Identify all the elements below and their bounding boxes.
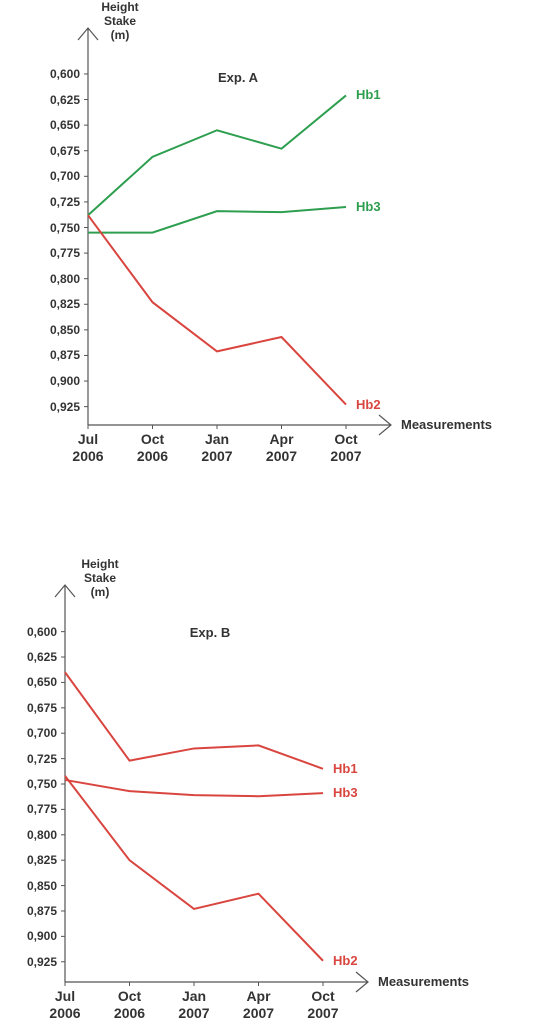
y-tick-label: 0,725 xyxy=(49,194,80,209)
x-tick-label: Jan 2007 xyxy=(178,988,210,1021)
series-label: Hb1 xyxy=(356,87,381,103)
series-line xyxy=(64,671,324,770)
y-tick-label: 0,925 xyxy=(49,399,80,414)
y-tick-label: 0,750 xyxy=(49,220,80,235)
x-tick-label: Jan 2007 xyxy=(201,431,233,464)
series-label: Hb3 xyxy=(333,785,358,801)
y-tick-label: 0,775 xyxy=(26,802,57,817)
y-tick-label: 0,725 xyxy=(26,751,57,766)
series-line xyxy=(64,775,324,962)
y-tick-label: 0,850 xyxy=(49,322,80,337)
y-tick-label: 0,675 xyxy=(49,143,80,158)
y-tick-label: 0,800 xyxy=(26,827,57,842)
series-label: Hb2 xyxy=(356,396,381,412)
y-axis-label: Height Stake (m) xyxy=(101,0,139,42)
y-tick-label: 0,800 xyxy=(49,271,80,286)
y-tick-label: 0,925 xyxy=(26,954,57,969)
y-tick-label: 0,775 xyxy=(49,246,80,261)
y-tick-label: 0,825 xyxy=(26,853,57,868)
x-tick-label: Apr 2007 xyxy=(265,431,298,464)
y-axis xyxy=(77,27,99,425)
y-tick-label: 0,650 xyxy=(49,118,80,133)
series-line xyxy=(87,94,347,216)
y-tick-label: 0,600 xyxy=(26,624,57,639)
y-tick-label: 0,825 xyxy=(49,297,80,312)
x-tick-label: Oct 2006 xyxy=(136,431,169,464)
y-tick-label: 0,900 xyxy=(26,929,57,944)
series-line xyxy=(87,214,347,406)
y-tick-label: 0,625 xyxy=(26,650,57,665)
y-tick-label: 0,625 xyxy=(49,92,80,107)
y-tick-label: 0,675 xyxy=(26,700,57,715)
series-label: Hb1 xyxy=(333,760,358,776)
y-axis-label: Height Stake (m) xyxy=(81,557,119,599)
x-tick-label: Oct 2007 xyxy=(307,988,339,1021)
x-tick-label: Oct 2006 xyxy=(113,988,146,1021)
x-tick-label: Apr 2007 xyxy=(242,988,275,1021)
series-label: Hb3 xyxy=(356,199,381,215)
x-axis-label: Measurements xyxy=(378,974,470,989)
x-tick-label: Oct 2007 xyxy=(330,431,362,464)
y-tick-label: 0,700 xyxy=(26,726,57,741)
series-line xyxy=(64,778,324,798)
x-axis xyxy=(88,414,392,436)
y-tick-label: 0,900 xyxy=(49,374,80,389)
chart-title: Exp. B xyxy=(189,625,231,640)
y-tick-label: 0,875 xyxy=(26,903,57,918)
x-axis-label: Measurements xyxy=(401,417,493,432)
y-tick-label: 0,700 xyxy=(49,169,80,184)
x-tick-label: Jul 2006 xyxy=(49,988,81,1021)
chart-title: Exp. A xyxy=(218,70,258,85)
y-tick-label: 0,850 xyxy=(26,878,57,893)
x-axis xyxy=(65,971,369,993)
y-tick-label: 0,650 xyxy=(26,675,57,690)
series-line xyxy=(88,206,347,234)
y-tick-label: 0,875 xyxy=(49,348,80,363)
y-tick-label: 0,600 xyxy=(49,66,80,81)
y-tick-label: 0,750 xyxy=(26,777,57,791)
x-tick-label: Jul 2006 xyxy=(72,431,104,464)
series-label: Hb2 xyxy=(333,952,358,968)
